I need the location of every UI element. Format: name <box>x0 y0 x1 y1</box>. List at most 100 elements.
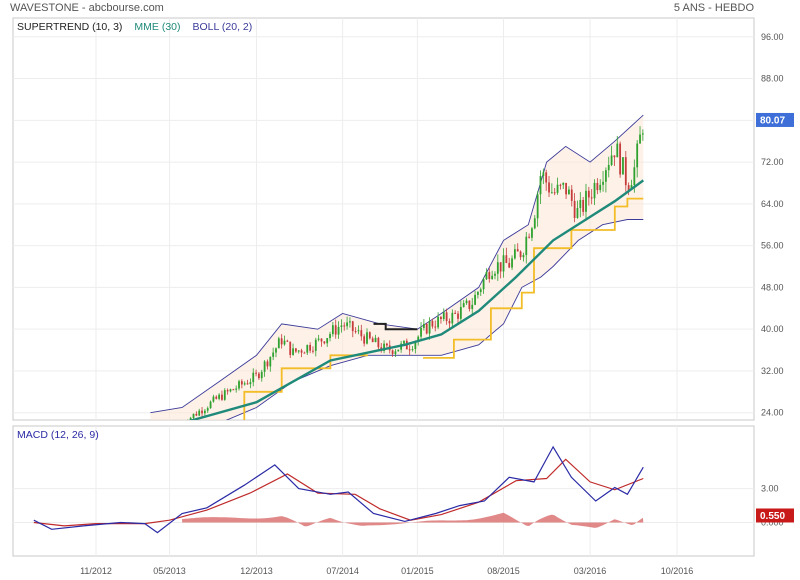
x-tick-label: 12/2013 <box>240 566 273 576</box>
candle-body <box>448 321 451 324</box>
candle-body <box>602 181 604 185</box>
candle-body <box>260 371 263 379</box>
candle-body <box>437 316 439 328</box>
candle-body <box>488 272 491 280</box>
candle-body <box>240 381 243 385</box>
candle-body <box>329 334 331 339</box>
candle-body <box>425 323 428 334</box>
candle-body <box>272 352 275 357</box>
candle-body <box>192 413 195 418</box>
macd-line <box>33 445 644 534</box>
candle-body <box>283 340 286 345</box>
candle-body <box>360 330 363 337</box>
candle-body <box>454 312 457 314</box>
x-tick-label: 10/2016 <box>661 566 694 576</box>
candle-body <box>607 165 610 171</box>
period-label[interactable]: 5 ANS - HEBDO <box>673 2 754 14</box>
candle-body <box>434 326 437 328</box>
candle-body <box>622 157 624 175</box>
candle-body <box>317 338 320 340</box>
price-y-tick-label: 32.00 <box>761 366 784 376</box>
candle-body <box>627 185 630 191</box>
macd-y-tick-label: 3.00 <box>761 484 779 494</box>
x-tick-label: 05/2013 <box>153 566 186 576</box>
price-y-tick-label: 40.00 <box>761 324 784 334</box>
price-y-tick-label: 48.00 <box>761 282 784 292</box>
candle-body <box>502 255 505 272</box>
mme-line <box>188 179 645 420</box>
x-tick-label: 08/2015 <box>487 566 520 576</box>
supertrend-down-line <box>373 322 418 331</box>
candle-body <box>468 300 471 310</box>
candle-body <box>599 184 602 191</box>
candle-body <box>266 361 269 367</box>
candle-body <box>604 170 607 182</box>
candle-body <box>542 172 545 177</box>
candle-body <box>269 356 272 367</box>
candle-body <box>297 350 300 352</box>
candle-body <box>465 300 468 304</box>
candle-body <box>280 338 283 345</box>
candle-body <box>323 341 326 344</box>
macd-value-label: 0.550 <box>760 511 785 522</box>
macd-frame <box>12 425 755 557</box>
candle-body <box>391 350 394 355</box>
candle-body <box>229 389 232 392</box>
candle-body <box>565 182 567 195</box>
candle-body <box>255 372 257 374</box>
candle-body <box>226 390 229 392</box>
candle-body <box>383 343 385 351</box>
candle-body <box>596 182 599 191</box>
candle-body <box>562 182 565 185</box>
candle-body <box>414 341 417 350</box>
candle-body <box>593 182 596 199</box>
candle-body <box>619 143 622 175</box>
candle-body <box>357 330 360 332</box>
candle-body <box>533 218 536 229</box>
candle-body <box>471 304 474 310</box>
candle-body <box>570 189 573 201</box>
price-y-tick-label: 64.00 <box>761 199 784 209</box>
candle-body <box>235 388 238 390</box>
candle-body <box>494 273 496 276</box>
candle-body <box>300 350 303 353</box>
candle-body <box>312 350 314 352</box>
candle-body <box>294 348 297 352</box>
candle-body <box>366 332 368 344</box>
candle-body <box>641 133 644 135</box>
candle-body <box>368 332 371 339</box>
candle-body <box>556 184 559 193</box>
candle-body <box>477 292 479 295</box>
candle-body <box>223 390 226 400</box>
candle-body <box>326 338 329 344</box>
candle-body <box>314 339 317 351</box>
x-tick-label: 11/2012 <box>80 566 112 576</box>
price-y-tick-label: 24.00 <box>761 408 784 418</box>
price-y-tick-label: 96.00 <box>761 32 784 42</box>
candle-body <box>576 208 579 218</box>
candle-body <box>306 345 309 353</box>
candle-body <box>445 312 448 322</box>
candle-body <box>198 410 201 416</box>
x-tick-label: 07/2014 <box>326 566 359 576</box>
candle-body <box>585 190 587 212</box>
price-legend-entry: MME (30) <box>134 21 180 33</box>
candle-body <box>187 423 189 424</box>
candle-body <box>349 321 351 323</box>
macd-value-badge <box>756 508 794 523</box>
current-price-badge <box>756 112 794 127</box>
candle-body <box>573 200 576 218</box>
candle-body <box>374 337 377 343</box>
candle-body <box>479 289 482 293</box>
x-tick-label: 03/2016 <box>574 566 607 576</box>
macd-plot-area <box>33 445 644 534</box>
candle-body <box>496 262 499 274</box>
macd-panel: 3.000.000MACD (12, 26, 9)0.550 <box>12 425 794 557</box>
candle-body <box>420 327 422 337</box>
price-plot-area <box>150 114 645 424</box>
candle-body <box>624 157 627 186</box>
candle-body <box>337 326 340 335</box>
candle-body <box>206 408 209 411</box>
candle-body <box>394 351 397 355</box>
